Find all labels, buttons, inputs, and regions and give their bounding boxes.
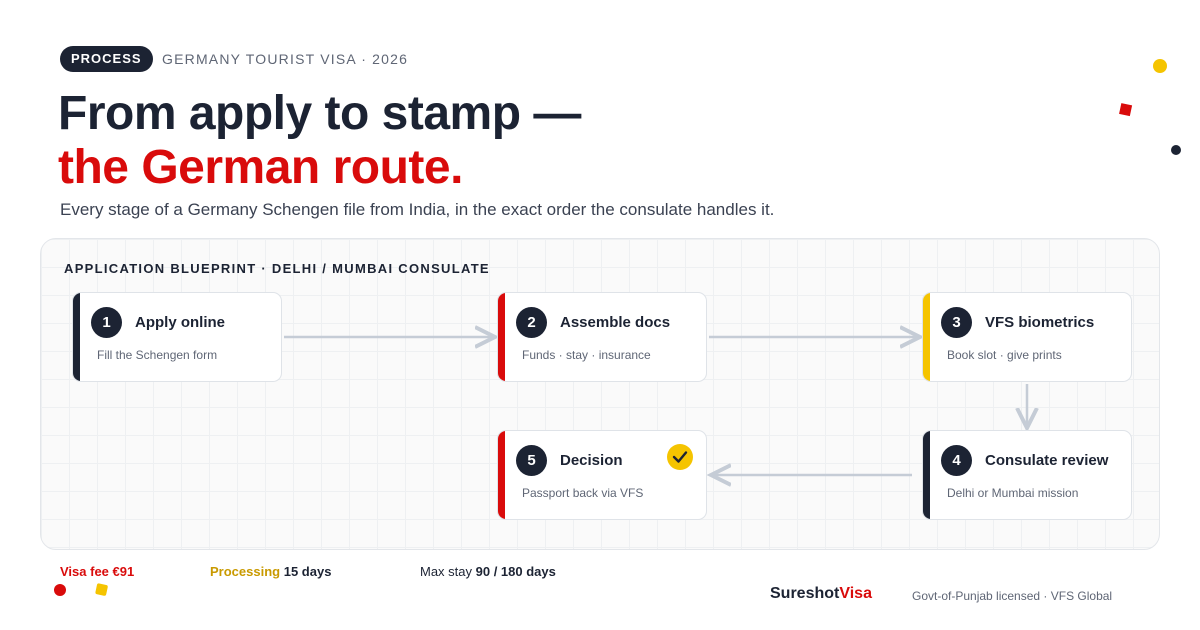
title-accent: the German route.: [58, 141, 463, 194]
step-title: VFS biometrics: [985, 314, 1095, 331]
step-card: 4 Consulate review Delhi or Mumbai mission: [922, 430, 1132, 520]
title: From apply to stamp —: [58, 87, 581, 140]
fact: Visa fee €91: [60, 564, 134, 579]
step-detail: Funds · stay · insurance: [522, 348, 651, 362]
step-title: Consulate review: [985, 452, 1109, 469]
step-detail: Passport back via VFS: [522, 486, 644, 500]
tag: PROCESS: [60, 46, 153, 72]
step-accent: [498, 431, 505, 519]
step-detail: Book slot · give prints: [947, 348, 1062, 362]
step-number: 4: [941, 445, 972, 476]
step-title: Apply online: [135, 314, 225, 331]
fact-label: Visa fee: [60, 564, 109, 579]
fact-value: 15 days: [283, 564, 332, 579]
step-number: 2: [516, 307, 547, 338]
step-number: 3: [941, 307, 972, 338]
step-card: 1 Apply online Fill the Schengen form: [72, 292, 282, 382]
step-number: 5: [516, 445, 547, 476]
brand-a: Sureshot: [770, 585, 840, 602]
step-accent: [923, 431, 930, 519]
fact-value: €91: [112, 564, 135, 579]
subtitle: Every stage of a Germany Schengen file f…: [60, 200, 775, 219]
step-accent: [73, 293, 80, 381]
step-card: 3 VFS biometrics Book slot · give prints: [922, 292, 1132, 382]
fact: Max stay 90 / 180 days: [420, 564, 556, 579]
fact-label: Max stay: [420, 564, 473, 579]
kicker: GERMANY TOURIST VISA · 2026: [162, 51, 409, 67]
step-accent: [498, 293, 505, 381]
step-title: Assemble docs: [560, 314, 671, 331]
step-accent: [923, 293, 930, 381]
step-card: 2 Assemble docs Funds · stay · insurance: [497, 292, 707, 382]
step-detail: Delhi or Mumbai mission: [947, 486, 1079, 500]
step-detail: Fill the Schengen form: [97, 348, 218, 362]
footer-note: Govt-of-Punjab licensed · VFS Global: [912, 589, 1113, 603]
step-number: 1: [91, 307, 122, 338]
fact: Processing 15 days: [210, 564, 331, 579]
brand: SureshotVisa: [770, 585, 872, 603]
brand-b: Visa: [839, 585, 872, 602]
fact-label: Processing: [210, 564, 281, 579]
step-card: 5 Decision Passport back via VFS: [497, 430, 707, 520]
check-icon: [667, 444, 693, 470]
blueprint-label: APPLICATION BLUEPRINT · DELHI / MUMBAI C…: [64, 261, 490, 276]
step-title: Decision: [560, 452, 623, 469]
fact-value: 90 / 180 days: [475, 564, 556, 579]
